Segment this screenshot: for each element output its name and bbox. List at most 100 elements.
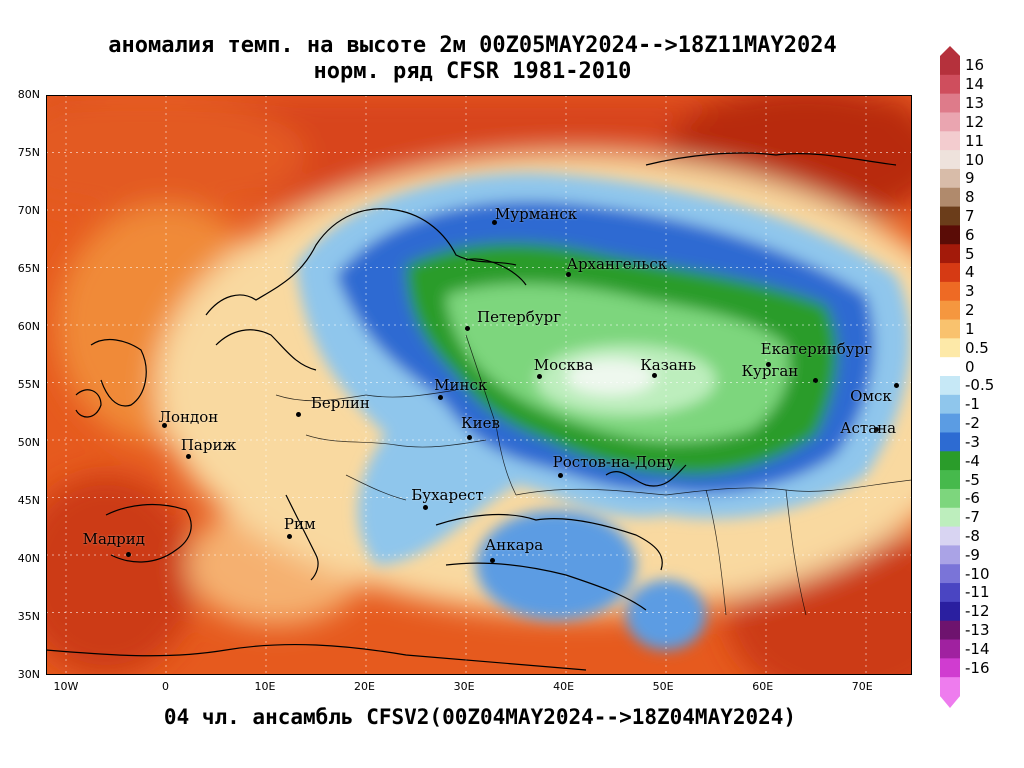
city-label: Казань	[640, 355, 697, 374]
colorbar-segment	[940, 338, 960, 358]
lon-tick-label: 50E	[652, 680, 674, 693]
lon-tick-label: 30E	[453, 680, 475, 693]
lat-tick-label: 65N	[17, 262, 40, 275]
colorbar-segment	[940, 601, 960, 622]
colorbar-label: 3	[965, 282, 975, 301]
colorbar-segment	[940, 376, 960, 396]
city-label: Берлин	[310, 394, 370, 412]
colorbar-label: 11	[965, 131, 985, 150]
city-label: Мадрид	[82, 530, 145, 549]
colorbar-segment	[940, 244, 960, 264]
colorbar-segment	[940, 564, 960, 584]
cold-anomaly-south	[476, 510, 636, 620]
colorbar-label: 14	[965, 75, 985, 94]
colorbar-label: -13	[965, 621, 990, 640]
city-marker	[566, 272, 572, 278]
colorbar-label: -1	[965, 395, 980, 414]
graticule	[46, 95, 912, 675]
city-marker	[651, 373, 657, 379]
colorbar-segment	[940, 545, 960, 565]
colorbar-segment	[940, 281, 960, 302]
city-label: Архангельск	[566, 254, 668, 273]
colorbar-segment	[940, 263, 960, 283]
city-marker	[287, 534, 293, 540]
colorbar-label: -3	[965, 432, 980, 451]
city-marker	[490, 557, 496, 563]
city-marker	[766, 361, 772, 367]
temperature-anomaly-map	[46, 95, 912, 675]
lon-tick-label: 40E	[553, 680, 575, 693]
colorbar-segment	[940, 93, 960, 113]
city-marker	[537, 373, 543, 379]
colorbar-segment	[940, 620, 960, 641]
colorbar-label: -4	[965, 451, 980, 470]
colorbar-label: -6	[965, 489, 980, 508]
colorbar-segment	[940, 470, 960, 490]
city-label: Лондон	[158, 407, 219, 426]
lat-tick-label: 50N	[17, 436, 40, 449]
city-label: Курган	[741, 362, 799, 381]
chart-subtitle: норм. ряд CFSR 1981-2010	[313, 59, 632, 84]
city-marker	[466, 435, 472, 441]
city-label: Мурманск	[494, 204, 578, 223]
colorbar-label: 0	[965, 357, 975, 376]
lon-tick-label: 60E	[752, 680, 774, 693]
colorbar-segment	[940, 168, 960, 189]
city-label: Киев	[461, 413, 500, 432]
colorbar-segment	[940, 357, 960, 377]
lat-tick-label: 75N	[17, 146, 40, 159]
lat-tick-label: 70N	[17, 204, 40, 217]
colorbar-segment	[940, 639, 960, 659]
city-marker	[437, 395, 443, 401]
colorbar-label: 10	[965, 150, 985, 169]
colorbar-label: 8	[965, 188, 975, 207]
colorbar-label: 5	[965, 244, 975, 263]
colorbar-label: 1	[965, 319, 975, 338]
city-label: Омск	[850, 387, 892, 405]
colorbar-segment	[940, 413, 960, 433]
colorbar-segment	[940, 677, 960, 697]
city-marker	[126, 551, 132, 557]
colorbar-bottom-arrow	[940, 696, 960, 708]
colorbar-segment	[940, 432, 960, 452]
lat-tick-label: 30N	[17, 668, 40, 681]
city-marker	[558, 472, 564, 478]
colorbar	[940, 46, 960, 708]
city-label: Минск	[434, 375, 488, 394]
lon-tick-label: 70E	[851, 680, 873, 693]
city-label: Рим	[283, 514, 316, 533]
colorbar-label: -0.5	[965, 376, 995, 395]
colorbar-segment	[940, 507, 960, 528]
colorbar-label: 0.5	[965, 338, 989, 357]
colorbar-segment	[940, 150, 960, 170]
borders	[275, 334, 912, 616]
colorbar-label: -10	[965, 564, 990, 583]
colorbar-label: 2	[965, 301, 975, 320]
city-label: Петербург	[477, 308, 562, 327]
lat-tick-label: 80N	[17, 88, 40, 101]
colorbar-segment	[940, 319, 960, 339]
colorbar-segment	[940, 526, 960, 546]
city-label: Астана	[840, 419, 897, 438]
city-marker	[296, 411, 302, 417]
colorbar-label: -14	[965, 639, 990, 658]
colorbar-label: -16	[965, 658, 990, 677]
colorbar-segment	[940, 658, 960, 678]
city-label: Бухарест	[411, 485, 484, 504]
city-label: Москва	[533, 356, 594, 375]
colorbar-label: -11	[965, 583, 990, 602]
colorbar-segment	[940, 74, 960, 95]
colorbar-segment	[940, 206, 960, 226]
city-marker	[492, 220, 498, 226]
city-marker	[422, 505, 428, 511]
lat-tick-label: 45N	[17, 494, 40, 507]
city-marker	[873, 426, 879, 432]
lat-tick-label: 40N	[17, 552, 40, 565]
colorbar-segment	[940, 488, 960, 509]
colorbar-segment	[940, 300, 960, 321]
colorbar-segment	[940, 131, 960, 151]
city-label: Париж	[180, 436, 237, 455]
chart-title: аномалия темп. на высоте 2м 00Z05MAY2024…	[108, 33, 837, 58]
colorbar-label: -8	[965, 527, 980, 545]
lat-tick-label: 35N	[17, 610, 40, 623]
